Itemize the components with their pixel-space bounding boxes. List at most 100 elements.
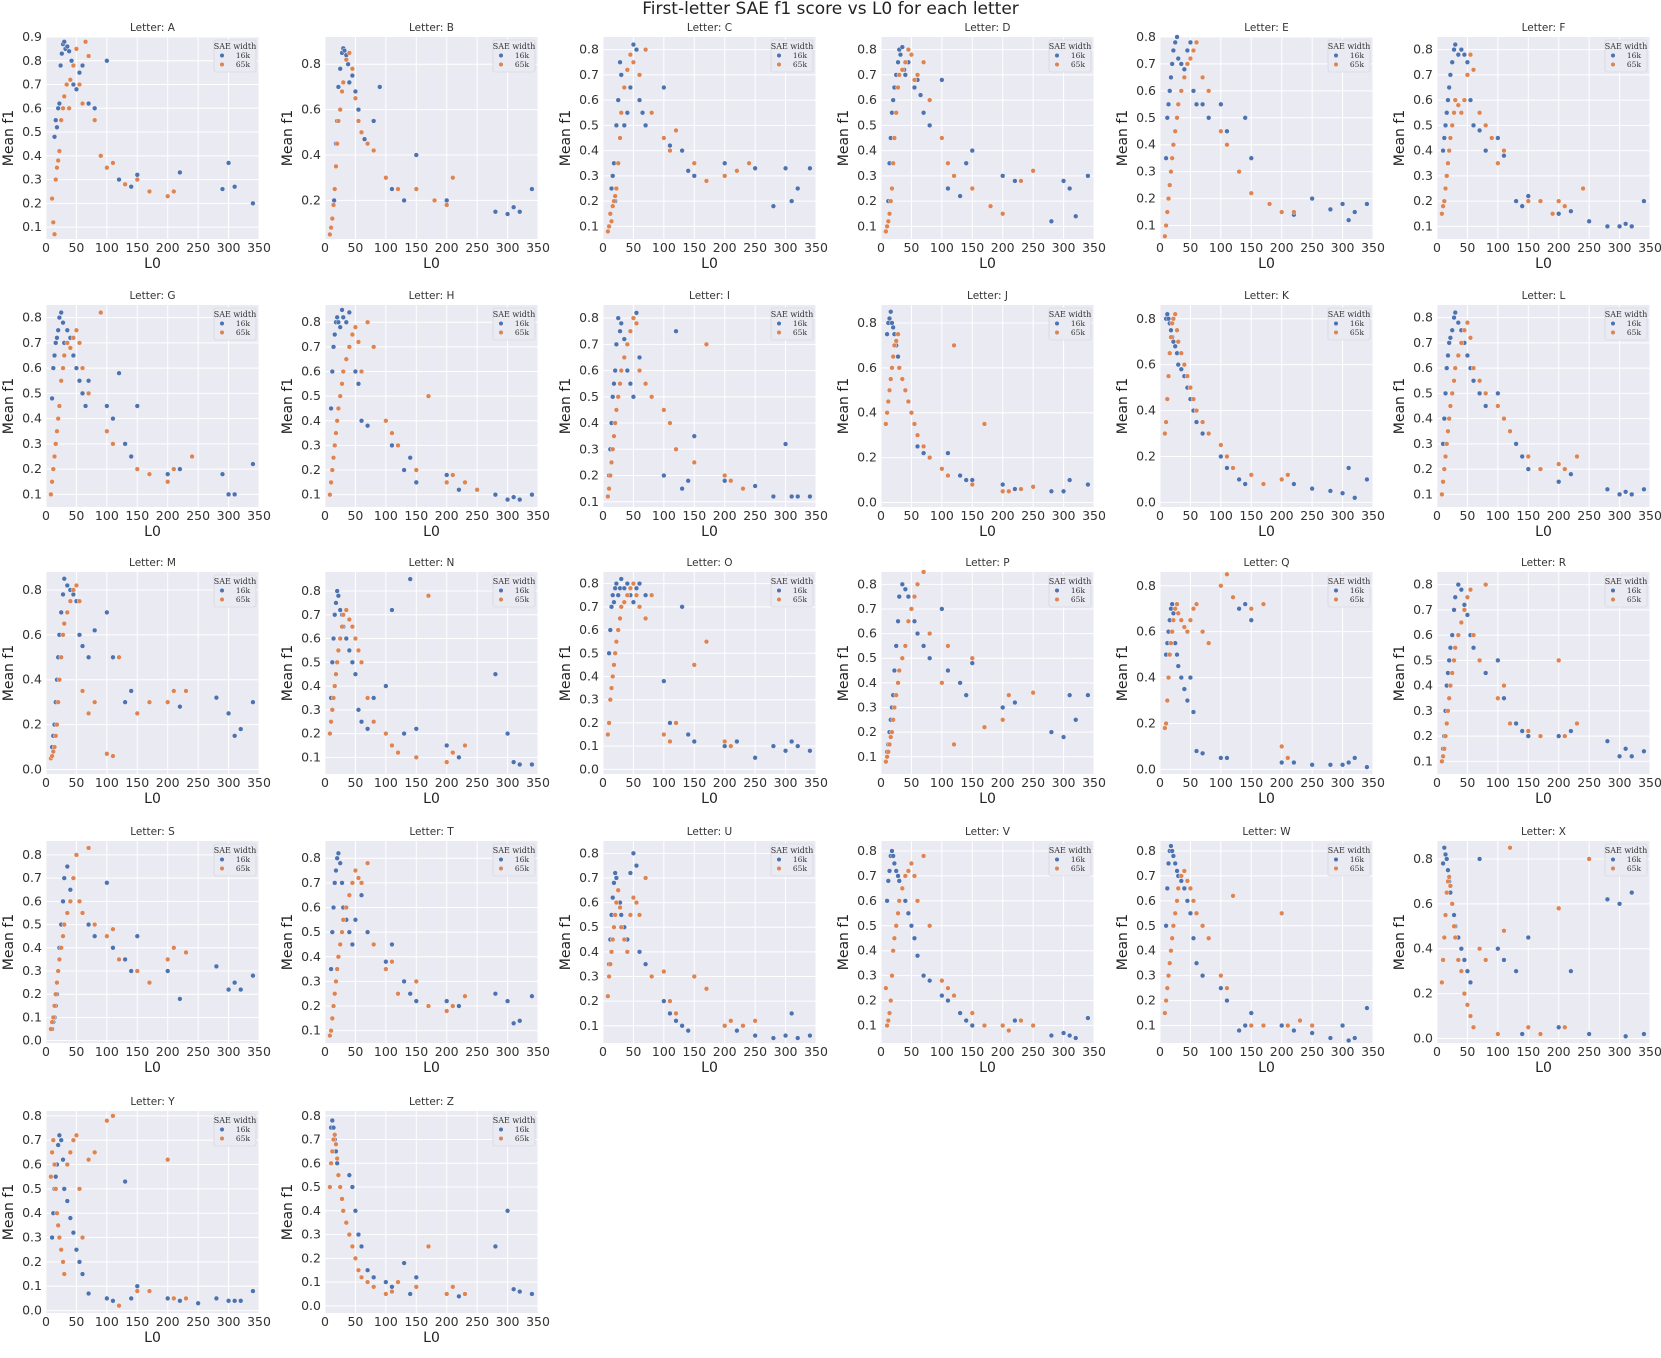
y-tick-label: 0.5	[22, 1181, 42, 1196]
point-65k	[49, 1019, 55, 1025]
legend-marker-16k	[1611, 53, 1615, 58]
point-65k	[627, 912, 633, 918]
point-16k	[1218, 101, 1224, 107]
point-16k	[329, 368, 335, 375]
y-tick-label: 0.3	[301, 973, 321, 988]
point-16k	[1455, 582, 1461, 588]
point-16k	[1193, 101, 1200, 107]
point-65k	[371, 344, 377, 350]
point-65k	[1030, 484, 1036, 490]
y-tick-label: 0.5	[1413, 385, 1433, 400]
point-16k	[642, 961, 649, 967]
point-16k	[1441, 416, 1447, 422]
point-65k	[888, 998, 894, 1004]
legend-label-65k: 65k	[793, 328, 808, 337]
point-65k	[54, 1210, 60, 1216]
point-16k	[963, 692, 969, 698]
point-16k	[358, 418, 365, 424]
point-65k	[914, 72, 921, 78]
point-16k	[1012, 1017, 1018, 1024]
point-65k	[371, 1284, 377, 1290]
subplot-title: Letter: L	[1522, 290, 1566, 302]
point-65k	[327, 1184, 333, 1190]
legend-title: SAE width	[214, 577, 257, 586]
legend-label-65k: 65k	[236, 60, 251, 69]
point-65k	[1006, 692, 1012, 698]
point-16k	[345, 61, 351, 67]
point-16k	[939, 77, 945, 83]
x-tick-label: 200	[991, 775, 1015, 790]
y-tick-label: 0.8	[22, 847, 42, 862]
point-65k	[51, 744, 58, 750]
x-axis-label: L0	[1535, 1060, 1552, 1076]
legend-box	[770, 39, 814, 73]
point-65k	[1447, 683, 1453, 689]
point-65k	[358, 659, 365, 665]
point-65k	[462, 479, 468, 485]
point-65k	[183, 1295, 189, 1301]
x-tick-label: 0	[321, 508, 329, 523]
point-16k	[444, 998, 450, 1004]
point-16k	[1519, 1031, 1525, 1037]
point-16k	[1060, 1030, 1067, 1036]
point-16k	[770, 493, 777, 500]
point-16k	[70, 352, 76, 359]
point-65k	[885, 749, 891, 755]
x-tick-label: 350	[526, 508, 550, 523]
point-16k	[1067, 477, 1073, 483]
legend-label-65k: 65k	[1627, 328, 1642, 337]
y-tick-label: 0.2	[857, 724, 877, 739]
point-65k	[1455, 957, 1461, 963]
point-65k	[116, 956, 122, 963]
x-tick-label: 100	[930, 1044, 954, 1059]
point-65k	[358, 368, 365, 375]
y-tick-label: 0.0	[301, 1298, 321, 1313]
y-tick-label: 0.6	[1136, 357, 1156, 372]
point-16k	[358, 1243, 365, 1250]
x-tick-label: 250	[1021, 1044, 1045, 1059]
point-65k	[1248, 1022, 1254, 1029]
point-65k	[352, 1255, 359, 1261]
point-65k	[1193, 407, 1200, 414]
point-65k	[462, 1291, 468, 1297]
point-65k	[371, 941, 377, 948]
point-16k	[1586, 218, 1592, 224]
point-65k	[661, 135, 667, 141]
point-16k	[389, 1284, 395, 1290]
point-16k	[79, 62, 86, 69]
point-65k	[355, 647, 362, 654]
point-16k	[613, 122, 619, 128]
point-65k	[79, 100, 86, 107]
point-65k	[1164, 396, 1170, 402]
x-tick-label: 150	[404, 1044, 428, 1059]
y-axis-label: Mean f1	[1392, 378, 1408, 434]
point-65k	[951, 741, 957, 748]
y-axis-label: Mean f1	[558, 914, 574, 970]
subplot-title: Letter: D	[965, 22, 1011, 34]
point-16k	[1449, 59, 1455, 65]
point-65k	[630, 895, 637, 901]
x-tick-label: 100	[374, 240, 398, 255]
point-16k	[389, 941, 395, 948]
x-tick-label: 100	[930, 508, 954, 523]
point-65k	[1562, 466, 1568, 472]
legend-label-65k: 65k	[1071, 595, 1086, 604]
point-16k	[346, 1172, 352, 1178]
point-65k	[1550, 211, 1556, 217]
point-16k	[128, 968, 134, 974]
point-65k	[171, 466, 177, 472]
point-16k	[401, 1260, 407, 1266]
point-16k	[911, 935, 918, 941]
y-axis-label: Mean f1	[836, 914, 852, 970]
legend-label-16k: 16k	[793, 586, 808, 595]
point-16k	[1346, 759, 1352, 766]
y-tick-label: 0.6	[22, 1157, 42, 1172]
point-65k	[606, 973, 612, 980]
legend-label-65k: 65k	[236, 328, 251, 337]
point-16k	[64, 863, 70, 870]
point-65k	[1285, 755, 1291, 761]
